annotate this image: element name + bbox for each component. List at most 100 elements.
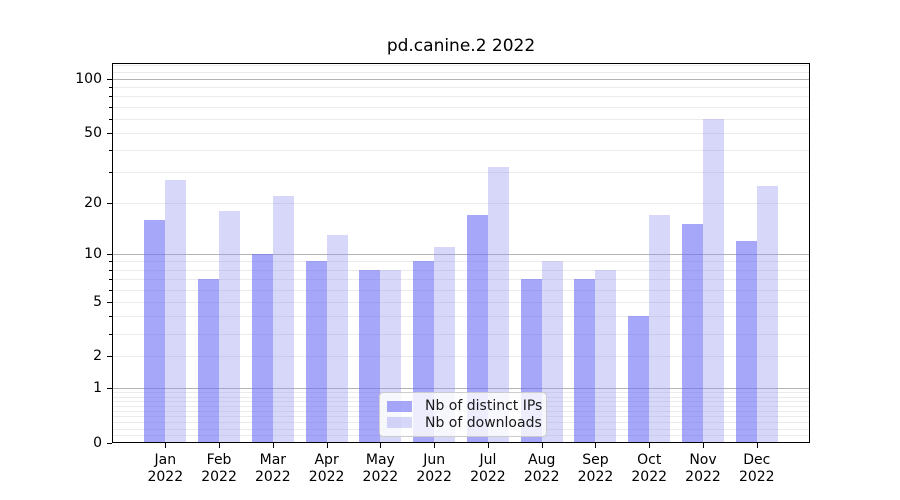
gridline-minor <box>112 87 810 89</box>
gridline-minor <box>112 71 810 73</box>
chart-title: pd.canine.2 2022 <box>386 36 536 56</box>
gridline-minor <box>112 106 810 108</box>
bar-distinct-ips-apr <box>305 261 327 443</box>
legend-item-distinct-ips: Nb of distinct IPs <box>387 398 542 415</box>
y-axis-tick-label: 100 <box>75 71 102 87</box>
x-axis-tick-label: Aug 2022 <box>523 452 560 485</box>
y-tick-mark <box>107 132 112 134</box>
x-tick-mark <box>541 443 543 448</box>
legend-swatch-distinct-ips-icon <box>387 400 412 412</box>
gridline-minor <box>112 269 810 271</box>
x-tick-mark <box>272 443 274 448</box>
legend-label-distinct-ips: Nb of distinct IPs <box>425 398 543 415</box>
x-axis-tick-label: May 2022 <box>362 452 399 485</box>
bar-distinct-ips-mar <box>251 253 273 443</box>
bar-downloads-jan <box>165 180 187 443</box>
x-axis-tick-label: Jun 2022 <box>416 452 452 485</box>
bar-downloads-feb <box>219 210 241 443</box>
y-minor-tick-mark <box>109 150 112 152</box>
plot-area <box>112 63 810 443</box>
y-minor-tick-mark <box>109 269 112 271</box>
y-minor-tick-mark <box>109 316 112 318</box>
gridline-minor <box>112 278 810 280</box>
y-axis-tick-label: 50 <box>84 124 102 141</box>
x-tick-mark <box>756 443 758 448</box>
bar-downloads-oct <box>649 215 671 443</box>
y-axis-tick-label: 2 <box>93 348 102 365</box>
gridline-minor <box>112 202 810 204</box>
bar-distinct-ips-oct <box>628 316 650 443</box>
bar-distinct-ips-nov <box>682 224 703 443</box>
y-minor-tick-mark <box>109 261 112 263</box>
y-minor-tick-mark <box>109 87 112 89</box>
x-axis-tick-label: Jul 2022 <box>470 452 506 485</box>
y-axis-tick-label: 10 <box>84 245 102 262</box>
x-tick-mark <box>326 443 328 448</box>
x-tick-mark <box>703 443 704 448</box>
y-minor-tick-mark <box>109 118 112 120</box>
bar-downloads-mar <box>272 195 294 443</box>
x-tick-mark <box>434 443 436 448</box>
y-axis-tick-label: 5 <box>93 293 102 310</box>
y-minor-tick-mark <box>109 289 112 291</box>
gridline-minor <box>112 316 810 318</box>
y-tick-mark <box>107 356 112 358</box>
y-axis-tick-label: 0 <box>93 435 102 451</box>
x-axis-tick-label: Apr 2022 <box>308 452 345 485</box>
bar-distinct-ips-jul <box>466 215 488 443</box>
x-axis-tick-label: Dec 2022 <box>738 452 775 485</box>
y-minor-tick-mark <box>109 96 112 98</box>
x-tick-mark <box>380 443 382 448</box>
x-tick-mark <box>219 443 221 448</box>
y-axis-tick-label: 20 <box>84 194 102 211</box>
gridline-major <box>112 388 810 390</box>
gridline-minor <box>112 172 810 174</box>
y-tick-mark <box>107 388 112 390</box>
gridline-minor <box>112 356 810 358</box>
x-tick-mark <box>487 443 489 448</box>
y-minor-tick-mark <box>109 278 112 280</box>
bar-downloads-dec <box>756 186 778 443</box>
bar-downloads-nov <box>703 118 724 443</box>
bar-distinct-ips-may <box>359 269 381 443</box>
legend-swatch-downloads-icon <box>387 417 412 429</box>
gridline-minor <box>112 64 810 66</box>
x-axis-tick-label: Sep 2022 <box>577 452 614 485</box>
gridline-major <box>112 253 810 255</box>
y-minor-tick-mark <box>109 333 112 335</box>
bar-distinct-ips-dec <box>735 240 757 443</box>
x-axis-tick-label: Nov 2022 <box>685 452 721 485</box>
x-tick-mark <box>165 443 167 448</box>
x-axis-tick-label: Mar 2022 <box>255 452 291 485</box>
bar-distinct-ips-jan <box>144 219 166 443</box>
gridline-minor <box>112 301 810 303</box>
y-minor-tick-mark <box>109 106 112 108</box>
y-tick-mark <box>107 202 112 204</box>
legend: Nb of distinct IPs Nb of downloads <box>379 392 547 437</box>
x-axis-tick-label: Feb 2022 <box>201 452 237 485</box>
gridline-minor <box>112 96 810 98</box>
x-tick-mark <box>649 443 651 448</box>
legend-label-downloads: Nb of downloads <box>425 414 542 431</box>
gridline-minor <box>112 150 810 152</box>
bar-downloads-apr <box>326 234 348 443</box>
gridline-minor <box>112 118 810 120</box>
bar-distinct-ips-sep <box>574 278 596 443</box>
legend-item-downloads: Nb of downloads <box>387 415 542 432</box>
y-tick-mark <box>107 253 112 255</box>
y-tick-mark <box>107 301 112 303</box>
y-tick-mark <box>107 443 112 444</box>
bar-distinct-ips-feb <box>198 278 220 443</box>
gridline-major <box>112 79 810 80</box>
x-tick-mark <box>595 443 597 448</box>
x-axis-tick-label: Jan 2022 <box>147 452 184 485</box>
y-minor-tick-mark <box>109 172 112 174</box>
gridline-minor <box>112 289 810 291</box>
y-axis-tick-label: 1 <box>93 380 102 397</box>
x-axis-tick-label: Oct 2022 <box>631 452 668 485</box>
gridline-minor <box>112 261 810 263</box>
bar-downloads-sep <box>595 269 617 443</box>
gridline-minor <box>112 333 810 335</box>
bar-downloads-jul <box>487 167 509 443</box>
